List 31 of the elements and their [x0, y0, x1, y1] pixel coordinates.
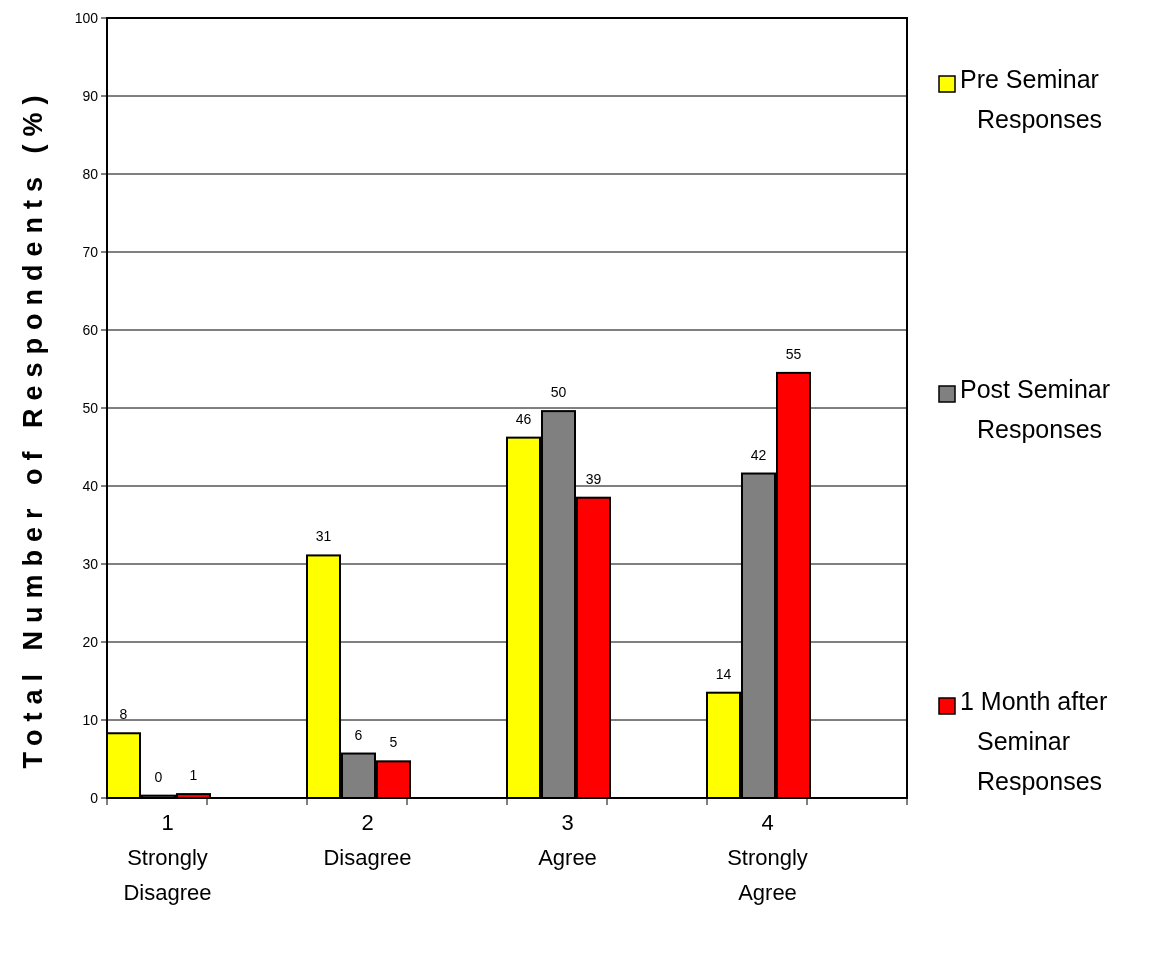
y-tick-label: 50 — [82, 399, 99, 416]
data-label: 6 — [354, 726, 363, 743]
data-label: 1 — [189, 767, 198, 784]
data-label: 46 — [515, 410, 532, 427]
x-tick-label: 1 Strongly Disagree — [123, 810, 212, 905]
data-label: 8 — [119, 706, 128, 723]
y-tick-label: 30 — [82, 555, 99, 572]
legend-label: Pre Seminar Responses — [960, 65, 1103, 133]
x-tick-label: 4 Strongly Agree — [727, 810, 808, 905]
data-label: 39 — [585, 470, 602, 487]
data-label: 5 — [389, 734, 398, 751]
data-label: 31 — [315, 528, 332, 545]
data-label: 55 — [785, 345, 802, 362]
y-tick-label: 0 — [90, 789, 99, 806]
y-tick-label: 60 — [82, 321, 99, 338]
y-tick-label: 70 — [82, 243, 99, 260]
y-axis-title: Total Number of Respondents (%) — [18, 87, 48, 769]
data-label: 14 — [715, 665, 732, 682]
legend-label: Post Seminar Responses — [960, 375, 1111, 443]
y-tick-label: 90 — [82, 87, 99, 104]
y-tick-label: 10 — [82, 711, 99, 728]
y-tick-label: 40 — [82, 477, 99, 494]
data-label: 50 — [550, 384, 567, 401]
y-tick-label: 80 — [82, 165, 99, 182]
x-tick-label: 3 Agree — [538, 810, 597, 870]
legend-label: 1 Month after Seminar Responses — [960, 687, 1108, 795]
data-label: 0 — [154, 768, 163, 785]
x-tick-label: 2 Disagree — [323, 810, 412, 870]
data-label: 42 — [750, 446, 767, 463]
y-tick-label: 100 — [74, 9, 99, 26]
y-tick-label: 20 — [82, 633, 99, 650]
